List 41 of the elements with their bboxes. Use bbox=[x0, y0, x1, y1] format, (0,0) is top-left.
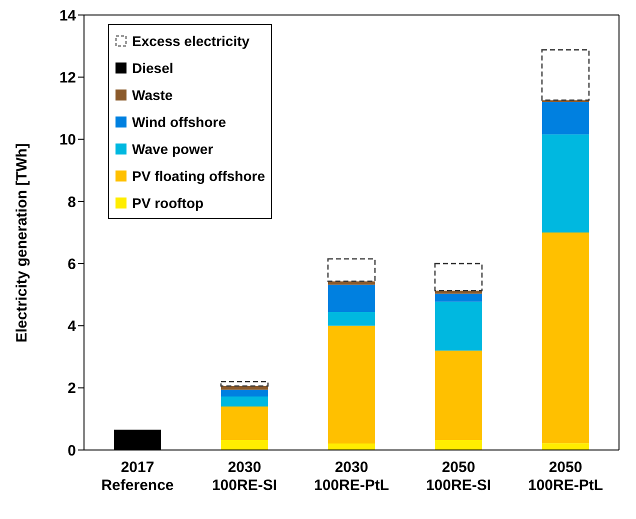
x-tick-label: 2030 100RE-PtL bbox=[314, 459, 390, 494]
bar bbox=[220, 380, 269, 387]
legend-label: Wave power bbox=[132, 140, 214, 156]
bar bbox=[542, 102, 589, 134]
bar bbox=[220, 406, 268, 440]
bar bbox=[328, 284, 375, 312]
bar bbox=[434, 302, 482, 351]
y-tick-label: 6 bbox=[68, 256, 76, 273]
bar bbox=[220, 390, 268, 397]
bar bbox=[327, 258, 376, 282]
y-tick-label: 4 bbox=[68, 318, 77, 336]
legend-label: Excess electricity bbox=[132, 32, 250, 48]
bar bbox=[220, 440, 268, 450]
x-tick-label: 2017 Reference bbox=[101, 459, 174, 494]
y-tick-label: 0 bbox=[68, 442, 76, 460]
y-tick-label: 2 bbox=[68, 380, 76, 398]
y-tick-label: 10 bbox=[59, 132, 76, 149]
bar bbox=[328, 312, 375, 326]
bar bbox=[328, 443, 375, 450]
bar bbox=[542, 443, 589, 450]
legend-label: Diesel bbox=[132, 60, 174, 76]
bar bbox=[434, 294, 482, 302]
legend-label: PV floating offshore bbox=[132, 168, 265, 184]
bar bbox=[328, 326, 375, 444]
bar bbox=[434, 262, 483, 292]
bar bbox=[434, 440, 482, 450]
legend-label: Wind offshore bbox=[132, 114, 226, 130]
bar bbox=[541, 49, 590, 101]
bar bbox=[220, 396, 268, 406]
x-tick-label: 2050 100RE-PtL bbox=[528, 459, 604, 494]
x-tick-label: 2050 100RE-SI bbox=[426, 459, 492, 494]
bar bbox=[542, 232, 589, 444]
legend-label: PV rooftop bbox=[132, 194, 204, 210]
y-tick-label: 12 bbox=[59, 69, 76, 86]
bar bbox=[434, 350, 482, 440]
y-tick-label: 14 bbox=[59, 7, 77, 24]
bar bbox=[542, 134, 589, 232]
y-tick-label: 8 bbox=[68, 194, 76, 211]
legend-label: Waste bbox=[132, 86, 173, 102]
x-tick-label: 2030 100RE-SI bbox=[212, 459, 278, 494]
y-axis-title: Electricity generation [TWh] bbox=[13, 143, 30, 342]
